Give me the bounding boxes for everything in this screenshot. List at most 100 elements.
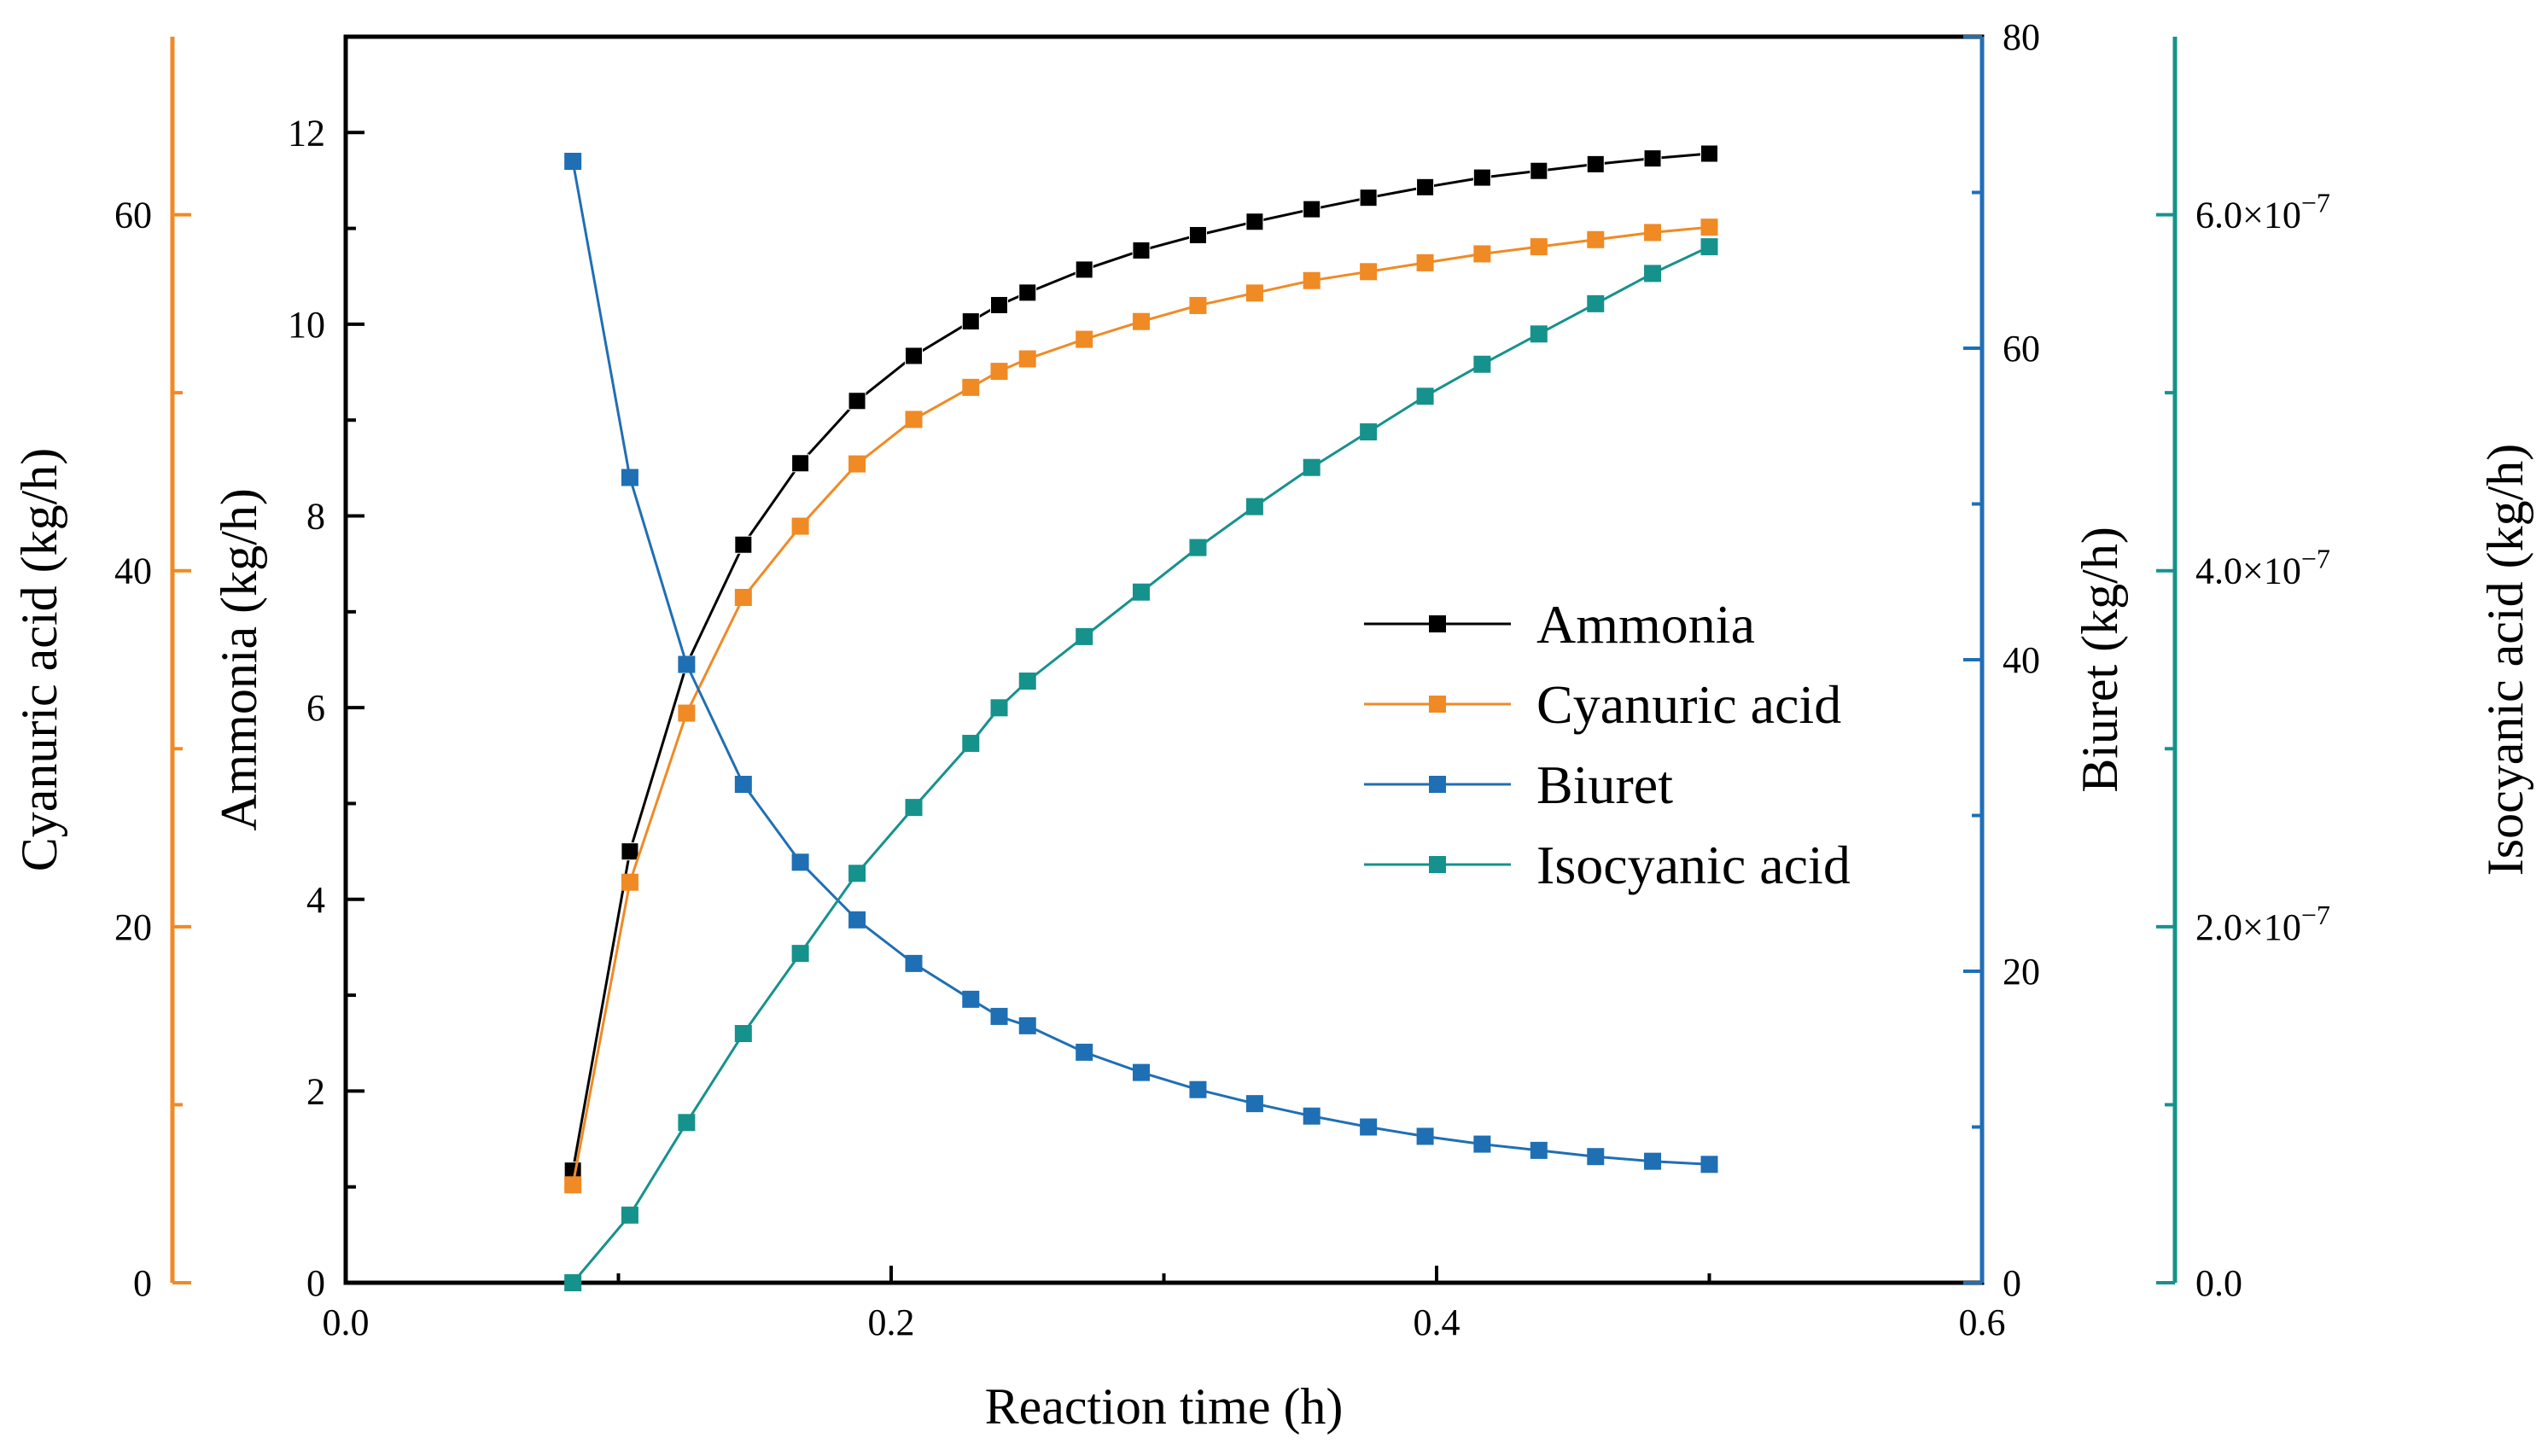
data-point xyxy=(905,799,923,817)
data-point xyxy=(1644,224,1662,242)
ammonia-tick-label: 4 xyxy=(306,879,325,921)
data-point xyxy=(734,535,753,554)
series-line xyxy=(571,160,1710,1166)
data-point xyxy=(678,655,696,673)
legend-label: Ammonia xyxy=(1536,594,1755,655)
data-point xyxy=(1303,271,1321,289)
data-point xyxy=(1473,355,1491,373)
data-point xyxy=(1018,673,1036,690)
data-point xyxy=(962,735,980,753)
data-point xyxy=(1303,1107,1321,1125)
data-point xyxy=(1189,1080,1207,1098)
biuret-axis: 0 20 40 60 80 Biuret (kg/h) xyxy=(1963,16,2128,1304)
data-point xyxy=(848,455,866,473)
data-point xyxy=(1700,218,1718,236)
data-point xyxy=(791,945,809,963)
data-point xyxy=(1360,263,1378,281)
data-point xyxy=(848,865,866,882)
data-point xyxy=(1473,245,1491,263)
data-point xyxy=(962,378,980,396)
data-point xyxy=(791,517,809,535)
data-point xyxy=(1700,238,1718,256)
cyanuric-tick-label: 60 xyxy=(114,195,152,236)
series-line xyxy=(571,245,1711,1284)
legend-marker xyxy=(1429,696,1446,713)
data-point xyxy=(1416,1127,1434,1145)
legend-label: Biuret xyxy=(1536,754,1673,815)
biuret-tick-label: 20 xyxy=(2003,951,2040,993)
cyanuric-tick-label: 40 xyxy=(114,550,152,592)
legend-entry: Biuret xyxy=(1364,754,1673,815)
data-point xyxy=(961,312,980,331)
legend-marker xyxy=(1429,615,1446,632)
data-point xyxy=(1075,260,1093,279)
ammonia-tick-label: 8 xyxy=(306,496,325,538)
data-point xyxy=(1303,200,1321,218)
biuret-tick-label: 60 xyxy=(2003,328,2040,370)
data-point xyxy=(1132,583,1150,601)
data-point xyxy=(1303,458,1321,476)
series-biuret xyxy=(564,153,1718,1174)
series-isocyanic-acid xyxy=(564,238,1718,1291)
data-point xyxy=(1416,178,1435,196)
isocyanic-axis: 0.0 2.0×10−7 4.0×10−7 6.0×10−7 Isocyanic aci… xyxy=(2156,37,2533,1304)
data-point xyxy=(1644,1152,1662,1170)
data-point xyxy=(1188,225,1207,244)
cyanuric-tick-label: 0 xyxy=(133,1262,152,1304)
data-point xyxy=(1472,168,1491,187)
data-point xyxy=(1473,1135,1491,1153)
data-point xyxy=(621,842,639,861)
data-point xyxy=(621,469,638,486)
data-point xyxy=(1587,294,1605,312)
isocyanic-tick-label: 6.0×10−7 xyxy=(2195,188,2330,236)
x-tick-label: 0.2 xyxy=(868,1302,915,1343)
x-tick-label: 0.6 xyxy=(1959,1302,2006,1343)
legend-marker xyxy=(1429,856,1446,873)
data-point xyxy=(1359,189,1378,207)
data-point xyxy=(564,1176,582,1194)
legend-marker xyxy=(1429,776,1446,793)
data-point xyxy=(848,911,866,929)
series-ammonia xyxy=(563,144,1718,1180)
x-tick-label: 0.0 xyxy=(323,1302,370,1343)
data-point xyxy=(1245,498,1263,515)
data-point xyxy=(1018,283,1037,302)
series-line xyxy=(571,225,1710,1185)
data-point xyxy=(1245,1095,1263,1113)
ammonia-tick-label: 6 xyxy=(306,687,325,729)
data-point xyxy=(564,153,582,170)
legend-label: Isocyanic acid xyxy=(1536,835,1851,895)
series-line xyxy=(571,152,1710,1171)
data-point xyxy=(1132,312,1150,330)
plot-border xyxy=(343,34,1985,1285)
data-point xyxy=(1018,350,1036,368)
data-point xyxy=(1587,230,1605,248)
data-point xyxy=(564,1274,582,1291)
data-point xyxy=(1587,1148,1605,1166)
legend-entry: Ammonia xyxy=(1364,594,1755,655)
data-point xyxy=(621,1206,638,1224)
data-point xyxy=(1189,539,1207,556)
isocyanic-axis-title: Isocyanic acid (kg/h) xyxy=(2477,444,2533,876)
series-group xyxy=(563,144,1718,1291)
data-point xyxy=(962,990,980,1008)
cyanuric-tick-label: 20 xyxy=(114,906,152,948)
data-point xyxy=(1076,1043,1093,1061)
data-point xyxy=(1416,253,1434,271)
isocyanic-tick-label: 4.0×10−7 xyxy=(2195,544,2330,592)
data-point xyxy=(734,1025,752,1042)
data-point xyxy=(1076,330,1093,348)
legend: Ammonia Cyanuric acid Biuret Isocyanic acid xyxy=(1364,594,1851,895)
data-point xyxy=(734,776,752,793)
data-point xyxy=(791,454,810,473)
ammonia-axis: 0 2 4 6 8 10 12 Ammonia (kg/h) xyxy=(211,112,364,1304)
data-point xyxy=(1530,325,1548,343)
biuret-axis-title: Biuret (kg/h) xyxy=(2072,527,2128,793)
data-point xyxy=(1530,1141,1548,1159)
biuret-tick-label: 40 xyxy=(2003,639,2040,681)
data-point xyxy=(1416,387,1434,405)
data-point xyxy=(1245,213,1264,231)
isocyanic-tick-label: 2.0×10−7 xyxy=(2195,900,2330,948)
data-point xyxy=(1700,144,1718,163)
series-cyanuric-acid xyxy=(564,218,1718,1194)
